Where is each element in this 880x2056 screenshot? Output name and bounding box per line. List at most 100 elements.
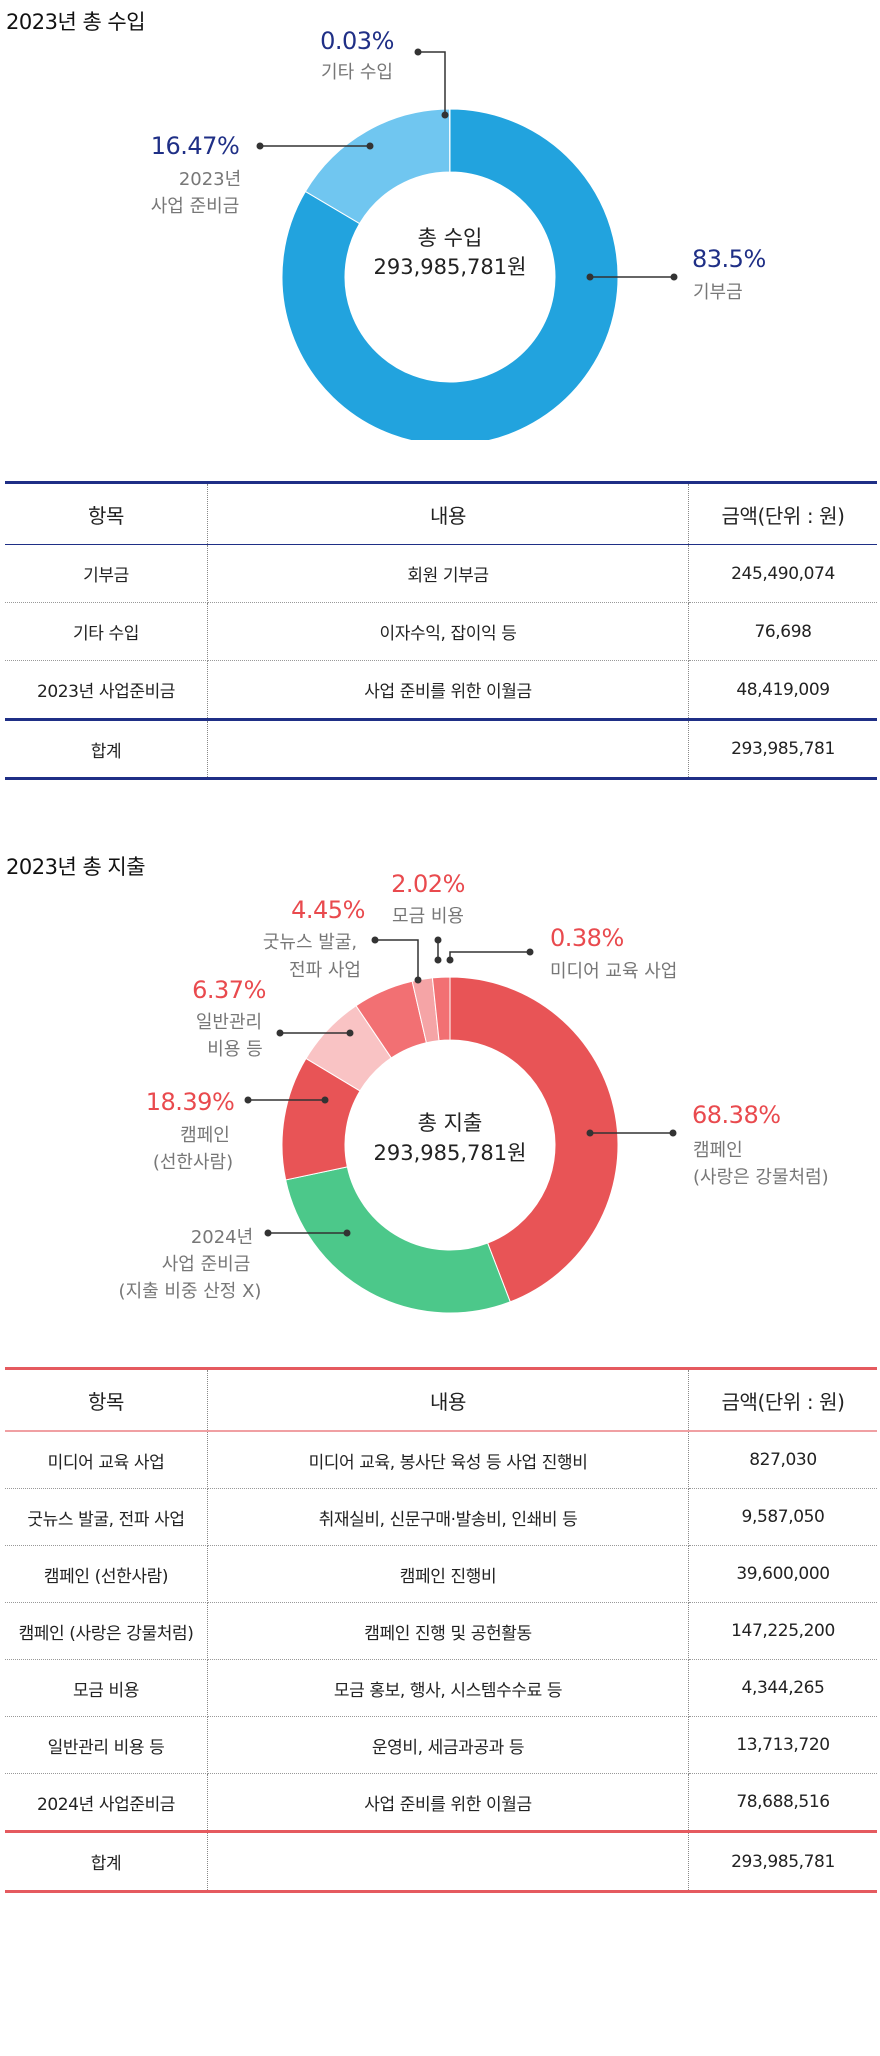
label-general-line2: 비용 등 [207,1039,262,1060]
cell-amount: 147,225,200 [688,1602,877,1660]
table-header-row: 항목 내용 금액(단위 : 원) [5,1368,877,1432]
cell-item: 굿뉴스 발굴, 전파 사업 [5,1488,208,1546]
label-campaign-good-line1: 캠페인 [180,1125,230,1146]
slice-media [431,976,451,1042]
expense-table: 항목 내용 금액(단위 : 원) 미디어 교육 사업 미디어 교육, 봉사단 육… [5,1367,877,1893]
label-goodnews-line2: 전파 사업 [289,960,361,981]
cell-item: 2024년 사업준비금 [5,1773,208,1832]
center-total: 293,985,781원 [374,255,527,279]
leader-dot [434,936,442,944]
leader-line-etc-income [418,51,446,115]
pct-etc-income: 0.03% [320,27,394,55]
leader-dot [264,1229,272,1237]
table-row: 굿뉴스 발굴, 전파 사업 취재실비, 신문구매·발송비, 인쇄비 등 9,58… [5,1488,877,1546]
header-amount: 금액(단위 : 원) [688,1368,877,1432]
pct-fundraising: 2.02% [391,870,465,898]
leader-dot [586,273,594,281]
pct-media: 0.38% [550,924,624,952]
cell-total-amount: 293,985,781 [688,1830,877,1892]
cell-content: 미디어 교육, 봉사단 육성 등 사업 진행비 [207,1431,689,1489]
table-total-row: 합계 293,985,781 [5,718,877,779]
leader-dot [414,976,422,984]
leader-dot [366,142,374,150]
label-reserve-2024-line3: (지출 비중 산정 X) [119,1281,262,1302]
pct-campaign-love: 68.38% [692,1101,781,1129]
table-row: 일반관리 비용 등 운영비, 세금과공과 등 13,713,720 [5,1716,877,1774]
leader-line-media [449,951,530,960]
cell-item: 캠페인 (선한사람) [5,1545,208,1603]
label-fundraising: 모금 비용 [392,906,464,927]
leader-dot [669,1129,677,1137]
label-reserve-2024-line2: 사업 준비금 [162,1254,251,1275]
table-row: 모금 비용 모금 홍보, 행사, 시스템수수료 등 4,344,265 [5,1659,877,1717]
cell-item: 모금 비용 [5,1659,208,1717]
income-table: 항목 내용 금액(단위 : 원) 기부금 회원 기부금 245,490,074 … [5,481,877,780]
table-row: 기부금 회원 기부금 245,490,074 [5,544,877,603]
income-title: 2023년 총 수입 [6,10,146,34]
table-row: 2023년 사업준비금 사업 준비를 위한 이월금 48,419,009 [5,660,877,720]
expense-title: 2023년 총 지출 [6,855,146,879]
header-item: 항목 [5,1368,208,1432]
cell-item: 미디어 교육 사업 [5,1431,208,1489]
leader-dot [414,48,422,56]
cell-amount: 9,587,050 [688,1488,877,1546]
pct-donation: 83.5% [692,245,766,273]
center-label: 총 수입 [418,226,483,250]
cell-item: 2023년 사업준비금 [5,660,208,720]
cell-amount: 4,344,265 [688,1659,877,1717]
leader-dot [526,948,534,956]
header-amount: 금액(단위 : 원) [688,482,877,545]
header-item: 항목 [5,482,208,545]
expense-donut-chart: 총 지출 293,985,781원 2.02% 모금 비용 4.45% 굿뉴스 … [119,870,829,1314]
cell-amount: 78,688,516 [736,1792,830,1812]
cell-item: 기타 수입 [5,602,208,661]
cell-content: 이자수익, 잡이익 등 [207,602,689,661]
cell-content: 캠페인 진행비 [207,1545,689,1603]
cell-content: 운영비, 세금과공과 등 [207,1716,689,1774]
label-general-line1: 일반관리 [196,1012,262,1033]
leader-dot [441,111,449,119]
cell-amount: 76,698 [688,602,877,661]
table-header-row: 항목 내용 금액(단위 : 원) [5,482,877,545]
center-label: 총 지출 [418,1111,483,1135]
label-reserve-2023-line2: 사업 준비금 [151,196,240,217]
leader-dot [446,956,454,964]
pct-campaign-good: 18.39% [146,1088,235,1116]
cell-content: 사업 준비를 위한 이월금 [207,1773,689,1832]
cell-amount: 245,490,074 [688,544,877,603]
leader-line-goodnews [375,939,419,980]
table-row: 캠페인 (선한사람) 캠페인 진행비 39,600,000 [5,1545,877,1603]
table-total-row: 합계 293,985,781 [5,1830,877,1892]
leader-dot [256,142,264,150]
leader-dot [434,956,442,964]
cell-content: 캠페인 진행 및 공헌활동 [207,1602,689,1660]
cell-content: 취재실비, 신문구매·발송비, 인쇄비 등 [207,1488,689,1546]
pct-general: 6.37% [192,976,266,1004]
cell-total-content [207,718,689,779]
cell-total-amount: 293,985,781 [688,718,877,779]
cell-content: 사업 준비를 위한 이월금 [207,660,689,720]
cell-content: 회원 기부금 [207,544,689,603]
cell-amount: 39,600,000 [688,1545,877,1603]
cell-content: 모금 홍보, 행사, 시스템수수료 등 [207,1659,689,1717]
slice-reserve-2024 [285,1166,511,1314]
label-reserve-2023-line1: 2023년 [179,169,241,190]
leader-dot [276,1029,284,1037]
label-goodnews-line1: 굿뉴스 발굴, [263,932,357,953]
table-row: 기타 수입 이자수익, 잡이익 등 76,698 [5,602,877,661]
cell-total-content [207,1830,689,1892]
table-row: 미디어 교육 사업 미디어 교육, 봉사단 육성 등 사업 진행비 827,03… [5,1431,877,1489]
cell-total-label: 합계 [5,1830,208,1892]
cell-amount: 827,030 [688,1431,877,1489]
cell-item: 일반관리 비용 등 [5,1716,208,1774]
center-total: 293,985,781원 [374,1141,527,1165]
label-campaign-love-line1: 캠페인 [693,1140,743,1161]
label-campaign-love-line2: (사랑은 강물처럼) [693,1167,829,1188]
label-media: 미디어 교육 사업 [550,961,677,982]
label-reserve-2024-line1: 2024년 [191,1227,253,1248]
label-etc-income: 기타 수입 [321,62,393,83]
cell-total-label: 합계 [5,718,208,779]
leader-dot [343,1229,351,1237]
income-donut-chart: 총 수입 293,985,781원 0.03% 기타 수입 16.47% 202… [151,27,766,440]
leader-dot [586,1129,594,1137]
